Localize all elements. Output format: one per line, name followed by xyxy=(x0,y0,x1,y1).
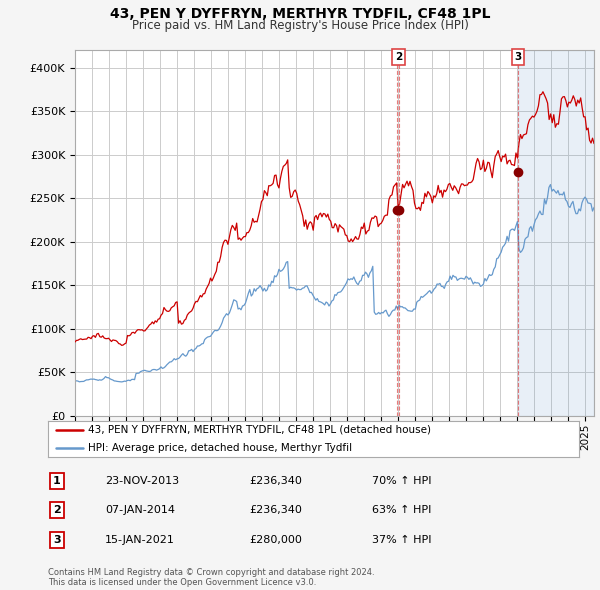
Text: 1: 1 xyxy=(53,476,61,486)
Text: 43, PEN Y DYFFRYN, MERTHYR TYDFIL, CF48 1PL (detached house): 43, PEN Y DYFFRYN, MERTHYR TYDFIL, CF48 … xyxy=(88,425,431,435)
Text: £236,340: £236,340 xyxy=(249,506,302,515)
Text: HPI: Average price, detached house, Merthyr Tydfil: HPI: Average price, detached house, Mert… xyxy=(88,443,352,453)
Text: 2: 2 xyxy=(395,52,402,62)
Text: Contains HM Land Registry data © Crown copyright and database right 2024.
This d: Contains HM Land Registry data © Crown c… xyxy=(48,568,374,587)
Text: 3: 3 xyxy=(53,535,61,545)
Text: 70% ↑ HPI: 70% ↑ HPI xyxy=(372,476,431,486)
Bar xyxy=(518,50,594,416)
Text: 37% ↑ HPI: 37% ↑ HPI xyxy=(372,535,431,545)
Text: 2: 2 xyxy=(53,506,61,515)
Text: 43, PEN Y DYFFRYN, MERTHYR TYDFIL, CF48 1PL: 43, PEN Y DYFFRYN, MERTHYR TYDFIL, CF48 … xyxy=(110,7,490,21)
Text: 23-NOV-2013: 23-NOV-2013 xyxy=(105,476,179,486)
Text: 15-JAN-2021: 15-JAN-2021 xyxy=(105,535,175,545)
Text: Price paid vs. HM Land Registry's House Price Index (HPI): Price paid vs. HM Land Registry's House … xyxy=(131,19,469,32)
Text: £280,000: £280,000 xyxy=(249,535,302,545)
Text: 07-JAN-2014: 07-JAN-2014 xyxy=(105,506,175,515)
Text: 63% ↑ HPI: 63% ↑ HPI xyxy=(372,506,431,515)
Text: £236,340: £236,340 xyxy=(249,476,302,486)
Text: 3: 3 xyxy=(514,52,521,62)
